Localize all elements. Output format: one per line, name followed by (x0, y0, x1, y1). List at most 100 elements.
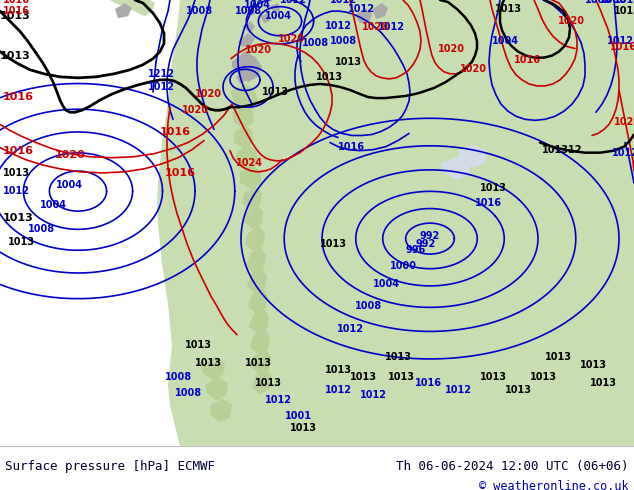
Text: 1013: 1013 (262, 87, 289, 97)
Polygon shape (450, 297, 484, 323)
Polygon shape (236, 72, 248, 84)
Text: 1013: 1013 (335, 57, 362, 67)
Text: 1013: 1013 (590, 378, 617, 388)
Text: 1020: 1020 (245, 45, 272, 54)
Text: 1012: 1012 (3, 186, 30, 196)
Polygon shape (210, 398, 232, 423)
Polygon shape (240, 165, 262, 189)
Polygon shape (205, 377, 228, 400)
Text: 1004: 1004 (244, 0, 271, 10)
Text: 1001: 1001 (285, 411, 312, 420)
Text: 1004: 1004 (492, 36, 519, 47)
Text: © weatheronline.co.uk: © weatheronline.co.uk (479, 480, 629, 490)
Text: 1013: 1013 (0, 11, 31, 21)
Polygon shape (234, 124, 254, 148)
Text: 1020: 1020 (55, 150, 86, 160)
Text: 1020: 1020 (278, 34, 305, 45)
Text: 1004: 1004 (40, 200, 67, 210)
Text: 1008: 1008 (355, 301, 382, 311)
Polygon shape (440, 157, 470, 180)
Text: Th 06-06-2024 12:00 UTC (06+06): Th 06-06-2024 12:00 UTC (06+06) (396, 460, 629, 473)
Text: 1012: 1012 (360, 391, 387, 400)
Text: 1020: 1020 (460, 64, 487, 74)
Text: 1024: 1024 (236, 158, 263, 168)
Polygon shape (252, 368, 272, 394)
Polygon shape (242, 186, 262, 210)
Text: 1013: 1013 (495, 4, 522, 14)
Text: 1013: 1013 (350, 372, 377, 382)
Text: 1020: 1020 (362, 23, 389, 32)
Polygon shape (238, 33, 255, 47)
Text: 1012: 1012 (348, 4, 375, 14)
Polygon shape (280, 26, 334, 65)
Text: 1008: 1008 (235, 6, 262, 16)
Polygon shape (157, 0, 634, 446)
Polygon shape (290, 3, 328, 28)
Text: 992: 992 (416, 239, 436, 249)
Text: 1013: 1013 (245, 358, 272, 368)
Polygon shape (250, 328, 270, 354)
Polygon shape (270, 3, 280, 13)
Polygon shape (310, 1, 348, 25)
Polygon shape (115, 3, 132, 18)
Text: 1020: 1020 (438, 44, 465, 53)
Text: 1013: 1013 (0, 50, 31, 61)
Text: 1012: 1012 (607, 36, 634, 47)
Text: 1008: 1008 (186, 6, 213, 16)
Text: 1013: 1013 (8, 237, 35, 246)
Text: 1008: 1008 (585, 0, 612, 5)
Text: 1012: 1012 (330, 0, 357, 5)
Polygon shape (574, 0, 588, 11)
Polygon shape (232, 51, 262, 82)
Text: 1012: 1012 (265, 395, 292, 405)
Text: 1012: 1012 (325, 21, 352, 31)
Text: 1013: 1013 (3, 168, 30, 178)
Polygon shape (265, 58, 318, 97)
Polygon shape (460, 337, 495, 362)
Polygon shape (340, 51, 415, 92)
Text: 1016: 1016 (475, 198, 502, 208)
Text: 1013: 1013 (614, 6, 634, 16)
Text: 1013: 1013 (505, 385, 532, 395)
Text: 1212: 1212 (148, 69, 175, 79)
Text: 1013: 1013 (580, 360, 607, 370)
Polygon shape (270, 42, 325, 80)
Text: 1016: 1016 (165, 168, 196, 178)
Text: 1008: 1008 (165, 372, 192, 382)
Text: 1016: 1016 (338, 142, 365, 151)
Polygon shape (458, 145, 486, 168)
Text: 1013: 1013 (325, 365, 352, 375)
Text: 1020: 1020 (614, 117, 634, 127)
Text: 1004: 1004 (265, 11, 292, 21)
Polygon shape (110, 0, 155, 16)
Text: 1016: 1016 (614, 0, 634, 5)
Text: 1016: 1016 (3, 146, 34, 156)
Text: 1016: 1016 (3, 92, 34, 102)
Text: 1004: 1004 (56, 180, 83, 190)
Polygon shape (244, 205, 263, 228)
Text: 1013: 1013 (320, 239, 347, 249)
Text: 1008: 1008 (330, 36, 357, 47)
Polygon shape (590, 0, 634, 36)
Polygon shape (440, 317, 478, 342)
Polygon shape (232, 104, 254, 128)
Polygon shape (245, 6, 258, 16)
Text: 1000: 1000 (390, 261, 417, 271)
Text: 1013: 1013 (195, 358, 222, 368)
Text: 996: 996 (405, 245, 425, 255)
Text: 1013: 1013 (480, 183, 507, 193)
Polygon shape (247, 267, 267, 293)
Text: 1013: 1013 (316, 72, 343, 82)
Text: 1016: 1016 (415, 378, 442, 388)
Text: 1016: 1016 (514, 55, 541, 65)
Polygon shape (230, 84, 258, 110)
Text: 1013: 1013 (545, 352, 572, 362)
Text: 1016: 1016 (160, 127, 191, 138)
Text: 1008: 1008 (302, 39, 329, 49)
Polygon shape (555, 0, 570, 11)
Text: 1004: 1004 (373, 279, 400, 289)
Text: 1020: 1020 (182, 105, 209, 115)
Text: 1012: 1012 (445, 385, 472, 395)
Polygon shape (372, 3, 388, 19)
Polygon shape (248, 287, 268, 314)
